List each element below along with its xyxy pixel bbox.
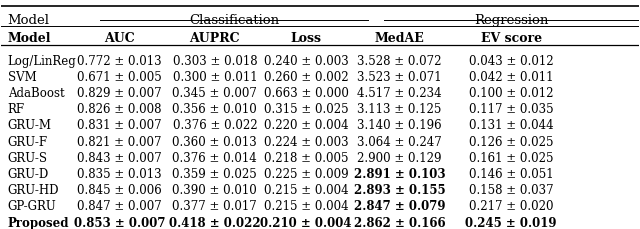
Text: 0.100 ± 0.012: 0.100 ± 0.012 [469, 87, 554, 100]
Text: 0.117 ± 0.035: 0.117 ± 0.035 [469, 103, 554, 116]
Text: 2.847 ± 0.079: 2.847 ± 0.079 [354, 200, 445, 213]
Text: 0.826 ± 0.008: 0.826 ± 0.008 [77, 103, 161, 116]
Text: 0.356 ± 0.010: 0.356 ± 0.010 [173, 103, 257, 116]
Text: 0.245 ± 0.019: 0.245 ± 0.019 [465, 216, 557, 229]
Text: 2.891 ± 0.103: 2.891 ± 0.103 [354, 168, 445, 181]
Text: 0.831 ± 0.007: 0.831 ± 0.007 [77, 119, 161, 132]
Text: 0.161 ± 0.025: 0.161 ± 0.025 [469, 152, 554, 165]
Text: RF: RF [8, 103, 25, 116]
Text: 0.225 ± 0.009: 0.225 ± 0.009 [264, 168, 348, 181]
Text: 0.359 ± 0.025: 0.359 ± 0.025 [173, 168, 257, 181]
Text: 0.843 ± 0.007: 0.843 ± 0.007 [77, 152, 162, 165]
Text: 0.772 ± 0.013: 0.772 ± 0.013 [77, 55, 161, 68]
Text: 0.376 ± 0.022: 0.376 ± 0.022 [173, 119, 257, 132]
Text: 0.218 ± 0.005: 0.218 ± 0.005 [264, 152, 348, 165]
Text: EV score: EV score [481, 32, 541, 45]
Text: GRU-F: GRU-F [8, 136, 48, 149]
Text: 4.517 ± 0.234: 4.517 ± 0.234 [357, 87, 442, 100]
Text: GRU-D: GRU-D [8, 168, 49, 181]
Text: 0.821 ± 0.007: 0.821 ± 0.007 [77, 136, 161, 149]
Text: 0.663 ± 0.000: 0.663 ± 0.000 [264, 87, 348, 100]
Text: AUC: AUC [104, 32, 134, 45]
Text: 0.390 ± 0.010: 0.390 ± 0.010 [173, 184, 257, 197]
Text: GRU-M: GRU-M [8, 119, 52, 132]
Text: 0.835 ± 0.013: 0.835 ± 0.013 [77, 168, 161, 181]
Text: 0.158 ± 0.037: 0.158 ± 0.037 [469, 184, 554, 197]
Text: 0.042 ± 0.011: 0.042 ± 0.011 [469, 71, 554, 84]
Text: AdaBoost: AdaBoost [8, 87, 65, 100]
Text: 3.528 ± 0.072: 3.528 ± 0.072 [357, 55, 442, 68]
Text: 0.300 ± 0.011: 0.300 ± 0.011 [173, 71, 257, 84]
Text: 0.671 ± 0.005: 0.671 ± 0.005 [77, 71, 162, 84]
Text: 0.131 ± 0.044: 0.131 ± 0.044 [469, 119, 554, 132]
Text: 0.377 ± 0.017: 0.377 ± 0.017 [173, 200, 257, 213]
Text: Log/LinReg: Log/LinReg [8, 55, 77, 68]
Text: 2.893 ± 0.155: 2.893 ± 0.155 [354, 184, 445, 197]
Text: 0.376 ± 0.014: 0.376 ± 0.014 [173, 152, 257, 165]
Text: Loss: Loss [291, 32, 321, 45]
Text: 2.862 ± 0.166: 2.862 ± 0.166 [354, 216, 445, 229]
Text: 0.146 ± 0.051: 0.146 ± 0.051 [469, 168, 554, 181]
Text: SVM: SVM [8, 71, 36, 84]
Text: 0.315 ± 0.025: 0.315 ± 0.025 [264, 103, 348, 116]
Text: 0.043 ± 0.012: 0.043 ± 0.012 [469, 55, 554, 68]
Text: 0.215 ± 0.004: 0.215 ± 0.004 [264, 184, 348, 197]
Text: 0.360 ± 0.013: 0.360 ± 0.013 [173, 136, 257, 149]
Text: 0.845 ± 0.006: 0.845 ± 0.006 [77, 184, 162, 197]
Text: 3.113 ± 0.125: 3.113 ± 0.125 [358, 103, 442, 116]
Text: 0.215 ± 0.004: 0.215 ± 0.004 [264, 200, 348, 213]
Text: 0.217 ± 0.020: 0.217 ± 0.020 [469, 200, 554, 213]
Text: 0.126 ± 0.025: 0.126 ± 0.025 [469, 136, 554, 149]
Text: 3.064 ± 0.247: 3.064 ± 0.247 [357, 136, 442, 149]
Text: 0.303 ± 0.018: 0.303 ± 0.018 [173, 55, 257, 68]
Text: 0.345 ± 0.007: 0.345 ± 0.007 [172, 87, 257, 100]
Text: Classification: Classification [189, 14, 279, 27]
Text: MedAE: MedAE [375, 32, 424, 45]
Text: 0.224 ± 0.003: 0.224 ± 0.003 [264, 136, 348, 149]
Text: Model: Model [8, 14, 50, 27]
Text: 0.210 ± 0.004: 0.210 ± 0.004 [260, 216, 352, 229]
Text: Proposed: Proposed [8, 216, 69, 229]
Text: 0.853 ± 0.007: 0.853 ± 0.007 [74, 216, 165, 229]
Text: GRU-S: GRU-S [8, 152, 48, 165]
Text: Regression: Regression [474, 14, 548, 27]
Text: 0.240 ± 0.003: 0.240 ± 0.003 [264, 55, 348, 68]
Text: 0.220 ± 0.004: 0.220 ± 0.004 [264, 119, 348, 132]
Text: 2.900 ± 0.129: 2.900 ± 0.129 [357, 152, 442, 165]
Text: 0.418 ± 0.022: 0.418 ± 0.022 [169, 216, 260, 229]
Text: 3.523 ± 0.071: 3.523 ± 0.071 [357, 71, 442, 84]
Text: 0.847 ± 0.007: 0.847 ± 0.007 [77, 200, 162, 213]
Text: 0.829 ± 0.007: 0.829 ± 0.007 [77, 87, 161, 100]
Text: GP-GRU: GP-GRU [8, 200, 56, 213]
Text: 0.260 ± 0.002: 0.260 ± 0.002 [264, 71, 348, 84]
Text: 3.140 ± 0.196: 3.140 ± 0.196 [357, 119, 442, 132]
Text: AUPRC: AUPRC [189, 32, 240, 45]
Text: Model: Model [8, 32, 51, 45]
Text: GRU-HD: GRU-HD [8, 184, 60, 197]
